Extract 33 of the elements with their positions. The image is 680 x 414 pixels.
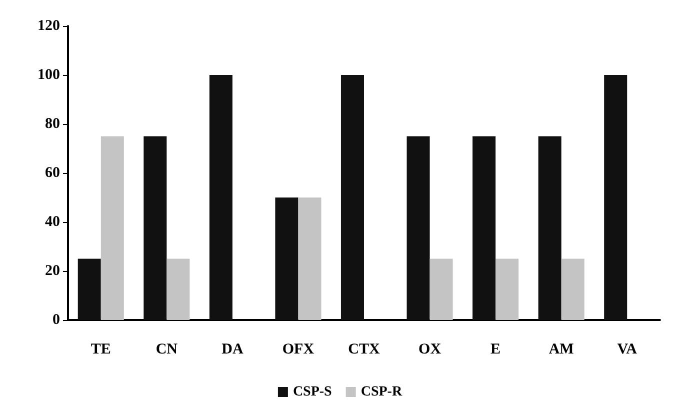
x-tick-label: CTX [348,342,380,358]
bar [298,198,322,320]
bar [340,75,364,320]
legend-label: CSP-S [292,384,332,400]
bar [78,258,101,320]
bar [538,136,562,320]
x-tick-label: CN [156,342,178,358]
y-tick-label: 40 [45,214,60,230]
y-tick-label: 60 [45,165,60,181]
x-tick-label: OX [418,342,442,358]
bar [100,136,124,320]
x-tick-label: AM [548,342,574,358]
x-tick-label: TE [90,342,111,358]
bar [496,258,519,320]
bar [604,75,628,320]
bar [406,136,430,320]
bar [472,136,496,320]
x-tick-label: E [490,342,501,358]
y-tick-label: 0 [52,312,60,328]
bar [144,136,167,320]
x-tick-label: DA [222,342,244,358]
bar [561,258,584,320]
bar [209,75,232,320]
y-tick-label: 100 [38,67,60,83]
bar [430,258,453,320]
legend-label: CSP-R [360,384,403,400]
bar [275,198,298,320]
y-tick-label: 120 [38,18,60,34]
y-tick-label: 20 [45,263,60,279]
x-tick-label: OFX [282,342,314,358]
x-tick-label: VA [617,342,638,358]
y-tick-label: 80 [45,116,60,132]
bar [166,258,190,320]
